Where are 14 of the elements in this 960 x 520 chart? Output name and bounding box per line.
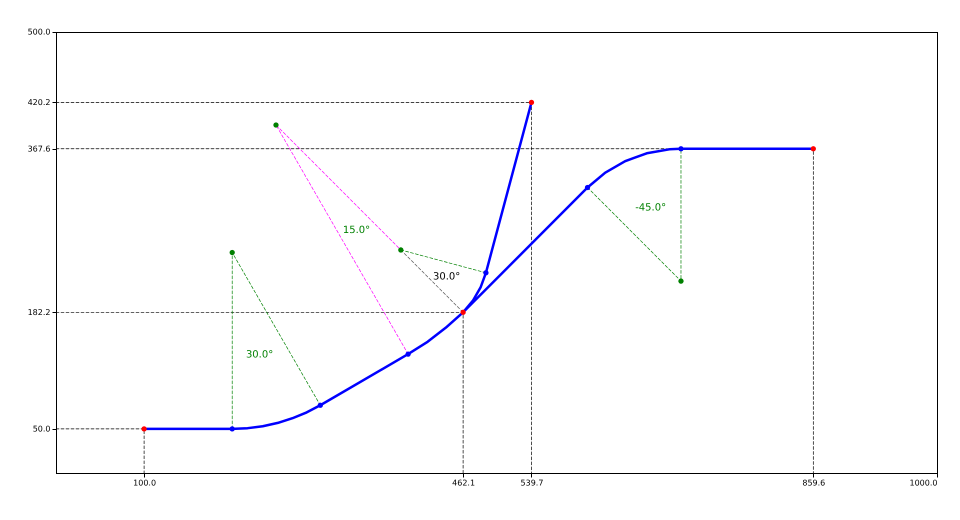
annotation: 30.0° — [246, 350, 274, 361]
x-tick-label: 859.6 — [802, 478, 826, 488]
y-tick-label: 182.2 — [28, 308, 50, 317]
x-tick-label: 1000.0 — [910, 478, 938, 488]
annotation: 15.0° — [342, 225, 370, 236]
x-tick-label: 100.0 — [133, 478, 156, 488]
y-tick-label: 420.2 — [28, 98, 50, 107]
annotation: -45.0° — [635, 202, 666, 214]
x-tick-label: 539.7 — [520, 478, 544, 488]
y-tick-label: 367.6 — [28, 144, 50, 154]
annotation: 30.0° — [432, 271, 460, 282]
x-tick-label: 462.1 — [452, 478, 476, 488]
y-tick-label: 50.0 — [32, 424, 50, 434]
y-tick-label: 500.0 — [28, 28, 50, 36]
